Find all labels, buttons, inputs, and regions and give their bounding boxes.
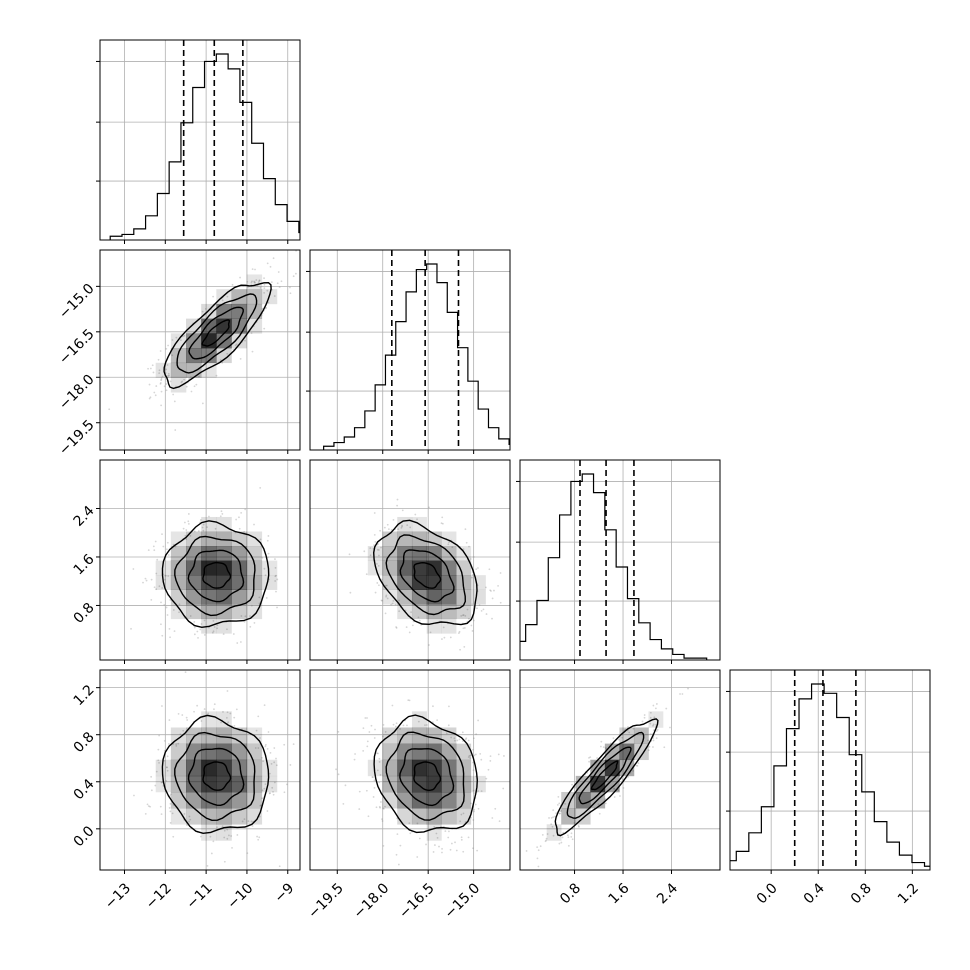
panel-frame bbox=[729, 669, 931, 871]
x-tick-label: 0.0 bbox=[754, 880, 781, 907]
x-tick-label: −12 bbox=[143, 880, 175, 912]
x-tick-label: −13 bbox=[102, 880, 134, 912]
contour-2 bbox=[385, 731, 465, 821]
contour-1 bbox=[188, 306, 244, 360]
panel-0-0 bbox=[96, 39, 301, 244]
x-tick-label: −16.5 bbox=[396, 880, 438, 922]
x-tick-label: −11 bbox=[184, 880, 216, 912]
panel-2-1 bbox=[309, 459, 511, 664]
contour-2 bbox=[174, 731, 256, 822]
contour-3 bbox=[163, 281, 272, 390]
panel-frame bbox=[519, 459, 721, 661]
contour-0 bbox=[202, 761, 232, 791]
panel-frame bbox=[99, 249, 301, 451]
contour-3 bbox=[372, 519, 478, 626]
contour-1 bbox=[187, 747, 245, 807]
contour-3 bbox=[161, 520, 270, 629]
y-tick-label: −16.5 bbox=[56, 326, 98, 368]
panel-3-3: 0.0 0.4 0.8 1.2 bbox=[726, 669, 931, 907]
contour-0 bbox=[590, 760, 619, 791]
contour-3 bbox=[161, 714, 270, 835]
contour-1 bbox=[187, 549, 245, 603]
x-tick-label: 0.8 bbox=[557, 880, 584, 907]
contour-3 bbox=[554, 718, 659, 837]
panel-3-2: 0.8 1.6 2.4 bbox=[519, 669, 721, 907]
histogram-step bbox=[730, 683, 930, 867]
x-tick-label: 0.4 bbox=[801, 880, 828, 907]
panel-frame bbox=[309, 459, 511, 661]
y-tick-label: −18.0 bbox=[56, 372, 98, 414]
y-tick-label: 2.4 bbox=[71, 503, 98, 530]
contour-0 bbox=[413, 561, 442, 589]
x-tick-label: −10 bbox=[224, 880, 256, 912]
density-cells bbox=[155, 711, 278, 841]
panel-2-0: 0.8 1.6 2.4 bbox=[71, 459, 301, 664]
density-cells bbox=[367, 516, 486, 634]
x-tick-label: 2.4 bbox=[654, 880, 681, 907]
contour-2 bbox=[385, 534, 467, 616]
panel-3-0: 0.0 0.4 0.8 1.2 −13 −12 −11 −10 −9 bbox=[71, 669, 301, 913]
panel-frame bbox=[99, 459, 301, 661]
contour-2 bbox=[566, 731, 645, 819]
contour-2 bbox=[174, 535, 256, 617]
contour-0 bbox=[202, 561, 232, 589]
y-tick-label: −15.0 bbox=[56, 281, 98, 323]
panel-1-0: −19.5−18.0−16.5−15.0 bbox=[56, 249, 301, 459]
contour-1 bbox=[399, 747, 455, 807]
density-cells bbox=[155, 516, 278, 634]
panel-frame bbox=[519, 669, 721, 871]
histogram-step bbox=[323, 263, 510, 450]
x-tick-label: 1.2 bbox=[895, 880, 922, 907]
y-tick-label: 1.2 bbox=[71, 682, 98, 709]
density-cells bbox=[546, 711, 664, 841]
y-tick-label: −19.5 bbox=[56, 417, 98, 459]
panel-frame bbox=[309, 669, 511, 871]
panel-frame bbox=[309, 249, 511, 451]
contour-3 bbox=[373, 714, 479, 834]
panel-frame bbox=[99, 39, 301, 241]
x-tick-label: −18.0 bbox=[351, 880, 393, 922]
contour-1 bbox=[578, 746, 632, 805]
y-tick-label: 0.8 bbox=[71, 600, 98, 627]
sample-points bbox=[335, 699, 505, 866]
contour-1 bbox=[399, 549, 455, 603]
panel-3-1: −19.5 −18.0 −16.5 −15.0 bbox=[305, 669, 511, 922]
contour-0 bbox=[201, 319, 231, 347]
x-tick-label: −19.5 bbox=[305, 880, 347, 922]
x-tick-label: 0.8 bbox=[848, 880, 875, 907]
panel-2-2 bbox=[516, 459, 721, 664]
y-tick-label: 1.6 bbox=[71, 551, 98, 578]
density-cells bbox=[155, 274, 278, 393]
x-tick-label: −9 bbox=[271, 880, 297, 906]
y-tick-label: 0.8 bbox=[71, 729, 98, 756]
y-tick-label: 0.4 bbox=[71, 776, 98, 803]
sample-points bbox=[525, 687, 689, 868]
histogram-step bbox=[109, 53, 300, 240]
sample-points bbox=[133, 671, 295, 868]
histogram-step bbox=[520, 473, 708, 660]
contour-0 bbox=[413, 761, 442, 792]
y-tick-label: 0.0 bbox=[71, 823, 98, 850]
panel-frame bbox=[99, 669, 301, 871]
panel-1-1 bbox=[306, 249, 511, 454]
contour-2 bbox=[176, 293, 258, 374]
x-tick-label: 1.6 bbox=[606, 880, 633, 907]
x-tick-label: −15.0 bbox=[442, 880, 484, 922]
